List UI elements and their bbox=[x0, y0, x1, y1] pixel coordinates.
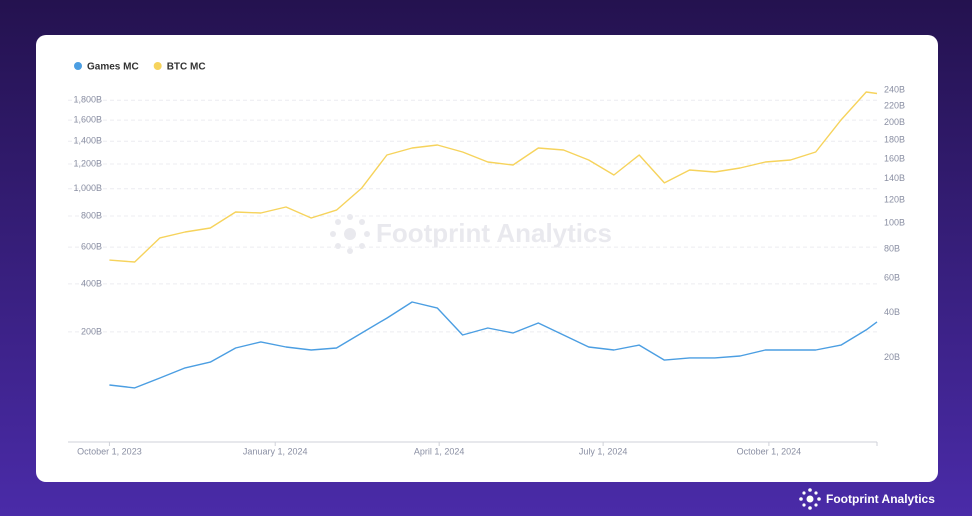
y2-tick-label: 140B bbox=[884, 173, 905, 183]
y-tick-label: 1,000B bbox=[73, 183, 102, 193]
series-line bbox=[109, 301, 878, 389]
y2-tick-label: 240B bbox=[884, 84, 905, 94]
watermark: Footprint Analytics bbox=[376, 218, 612, 248]
y-tick-label: 1,800B bbox=[73, 95, 102, 105]
watermark-logo bbox=[330, 214, 370, 254]
brand: Footprint Analytics bbox=[826, 492, 935, 506]
x-tick-label: July 1, 2024 bbox=[579, 446, 628, 456]
brand-logo bbox=[799, 488, 821, 510]
legend-marker bbox=[153, 62, 162, 70]
y2-tick-label: 220B bbox=[884, 100, 905, 110]
x-tick-label: January 1, 2024 bbox=[243, 446, 308, 456]
x-tick-label: October 1, 2024 bbox=[737, 446, 802, 456]
y2-tick-label: 100B bbox=[884, 218, 905, 228]
y-tick-label: 1,600B bbox=[73, 114, 102, 124]
y2-tick-label: 20B bbox=[884, 352, 900, 362]
legend-label: BTC MC bbox=[167, 62, 206, 73]
y-tick-label: 1,400B bbox=[73, 136, 102, 146]
legend-label: Games MC bbox=[87, 62, 139, 73]
y2-tick-label: 40B bbox=[884, 307, 900, 317]
x-tick-label: April 1, 2024 bbox=[414, 446, 465, 456]
y2-tick-label: 80B bbox=[884, 243, 900, 253]
y-tick-label: 1,200B bbox=[73, 158, 102, 168]
y2-tick-label: 120B bbox=[884, 195, 905, 205]
y2-tick-label: 180B bbox=[884, 135, 905, 145]
y-tick-label: 400B bbox=[81, 278, 102, 288]
card bbox=[36, 35, 938, 482]
y2-tick-label: 200B bbox=[884, 117, 905, 127]
x-tick-label: October 1, 2023 bbox=[77, 446, 142, 456]
y2-tick-label: 160B bbox=[884, 153, 905, 163]
series-line bbox=[109, 91, 878, 263]
y-tick-label: 200B bbox=[81, 326, 102, 336]
y2-tick-label: 60B bbox=[884, 272, 900, 282]
y-tick-label: 600B bbox=[81, 241, 102, 251]
y-tick-label: 800B bbox=[81, 210, 102, 220]
legend-marker bbox=[74, 62, 82, 70]
